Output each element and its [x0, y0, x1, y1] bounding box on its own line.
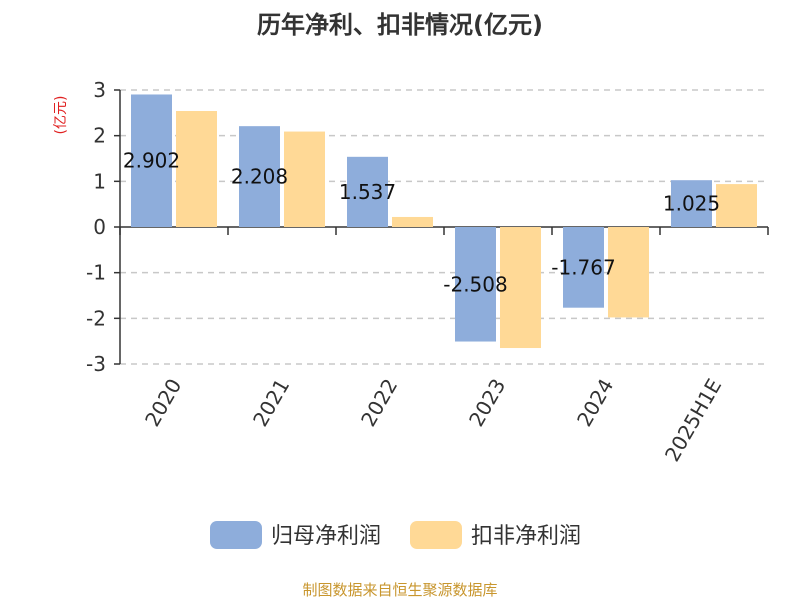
bar-series2-2022 [392, 216, 433, 227]
legend-swatch-series1 [210, 521, 262, 549]
bar-series1-2021 [239, 126, 280, 227]
data-label-series1-2023: -2.508 [443, 272, 507, 296]
bar-series2-2025H1E [716, 184, 757, 227]
y-tick-label: 0 [93, 215, 106, 239]
grid-lines [120, 89, 768, 365]
x-tick-label: 2024 [572, 375, 618, 431]
bar-series2-2024 [608, 227, 649, 318]
y-tick-label: -3 [86, 352, 106, 376]
bar-series1-2022 [347, 156, 388, 227]
data-label-series1-2021: 2.208 [231, 165, 288, 189]
legend[interactable]: 归母净利润 扣非净利润 [210, 521, 581, 549]
data-label-series1-2022: 1.537 [339, 180, 396, 204]
bar-series1-2025H1E [671, 180, 712, 227]
bar-series2-2020 [176, 111, 217, 227]
y-axis-unit-label: (亿元) [53, 96, 69, 135]
x-tick-label: 2023 [464, 375, 510, 431]
legend-item-series1[interactable]: 归母净利润 [210, 521, 381, 549]
y-tick-label: 3 [93, 78, 106, 102]
bar-series1-2024 [563, 227, 604, 308]
bars [131, 94, 757, 349]
x-tick-label: 2022 [356, 375, 402, 431]
bar-series1-2023 [455, 227, 496, 342]
legend-label-series1: 归母净利润 [271, 524, 381, 549]
bar-series2-2021 [284, 131, 325, 227]
x-tick-label: 2021 [248, 375, 294, 431]
y-tick-label: 2 [93, 124, 106, 148]
data-source-note: 制图数据来自恒生聚源数据库 [302, 581, 497, 599]
y-tick-label: 1 [93, 169, 106, 193]
chart-title: 历年净利、扣非情况(亿元) [257, 11, 543, 39]
data-label-series1-2024: -1.767 [551, 255, 615, 279]
bar-series2-2023 [500, 227, 541, 349]
data-labels: 2.902 2.208 1.537 -2.508 -1.767 1.025 [123, 149, 720, 297]
x-tick-label: 2020 [140, 375, 186, 431]
y-tick-label: -1 [86, 261, 106, 285]
legend-swatch-series2 [410, 521, 462, 549]
data-label-series1-2025H1E: 1.025 [663, 192, 720, 216]
y-tick-label: -2 [86, 306, 106, 330]
data-label-series1-2020: 2.902 [123, 149, 180, 173]
legend-item-series2[interactable]: 扣非净利润 [410, 521, 581, 549]
bar-series1-2020 [131, 94, 172, 227]
legend-label-series2: 扣非净利润 [471, 524, 581, 549]
x-tick-label: 2025H1E [660, 375, 726, 466]
